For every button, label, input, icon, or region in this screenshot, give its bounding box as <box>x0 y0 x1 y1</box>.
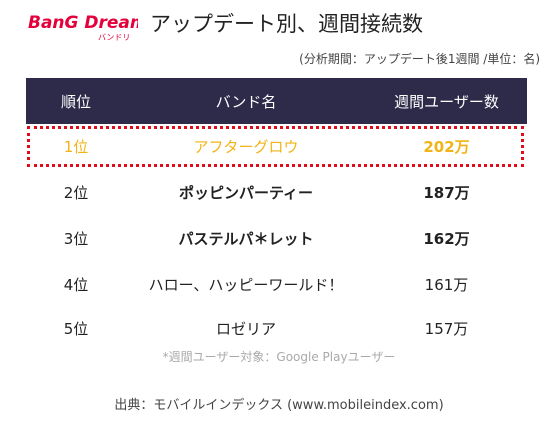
header-users: 週間ユーザー数 <box>394 92 499 111</box>
table-row: 5位 ロゼリア 157万 <box>26 306 527 350</box>
row-users: 202万 <box>423 137 470 156</box>
row-users: 187万 <box>423 183 470 202</box>
source-note: 出典：モバイルインデックス (www.mobileindex.com) <box>114 398 444 413</box>
header-rank: 順位 <box>60 92 91 111</box>
row-band: ロゼリア <box>215 319 276 338</box>
footnote: *週間ユーザー対象：Google Playユーザー <box>162 350 396 364</box>
row-band: パステルパ＊レット <box>178 229 314 248</box>
row-rank: 1位 <box>63 137 89 156</box>
table-row: 1位 アフターグロウ 202万 <box>26 124 527 168</box>
table-header: 順位 バンド名 週間ユーザー数 <box>26 78 527 124</box>
row-rank: 4位 <box>63 275 89 294</box>
row-band: ハロー、ハッピーワールド！ <box>148 275 344 294</box>
table-row: 3位 パステルパ＊レット 162万 <box>26 216 527 260</box>
logo-main-text: BanG Dream! <box>28 13 138 33</box>
row-users: 157万 <box>424 319 469 338</box>
page-title: アップデート別、週間接続数 <box>150 12 423 36</box>
bang-dream-logo: BanG Dream! バンドリ <box>26 8 138 44</box>
analysis-note: (分析期間：アップデート後1週間 /単位：名) <box>299 52 540 66</box>
row-rank: 5位 <box>63 319 89 338</box>
header-band: バンド名 <box>215 92 277 111</box>
top-rank-highlight <box>27 126 524 167</box>
table-row: 2位 ポッピンパーティー 187万 <box>26 170 527 214</box>
row-users: 161万 <box>424 275 469 294</box>
row-rank: 3位 <box>63 229 89 248</box>
row-band: アフターグロウ <box>193 137 299 156</box>
row-band: ポッピンパーティー <box>178 183 314 202</box>
logo-sub-text: バンドリ <box>98 33 130 42</box>
table-row: 4位 ハロー、ハッピーワールド！ 161万 <box>26 262 527 306</box>
row-users: 162万 <box>423 229 470 248</box>
row-rank: 2位 <box>63 183 89 202</box>
